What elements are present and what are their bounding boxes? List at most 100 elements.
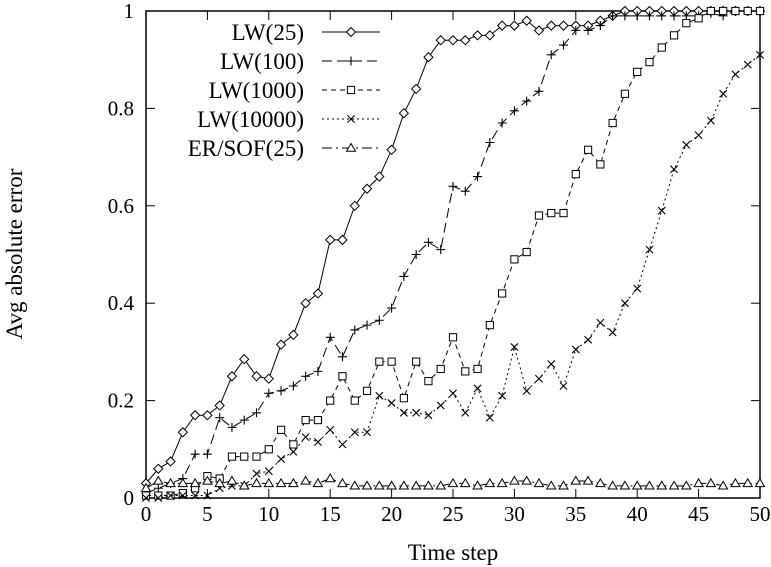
data-point (338, 372, 347, 381)
x-tick-label: 10 (258, 502, 279, 526)
data-point (693, 477, 704, 488)
data-point (472, 480, 483, 490)
data-point (263, 477, 275, 488)
data-point (448, 333, 458, 342)
data-point (178, 491, 187, 500)
data-point (153, 463, 164, 474)
data-point (743, 6, 752, 16)
data-point (410, 83, 422, 95)
data-point (374, 315, 384, 325)
data-point (153, 483, 163, 493)
data-point (337, 352, 347, 362)
series-line (145, 477, 760, 489)
data-point (644, 480, 655, 490)
data-point (178, 489, 187, 498)
data-point (754, 477, 766, 488)
data-point (214, 400, 225, 411)
data-point (571, 25, 581, 35)
x-tick-label: 15 (320, 502, 341, 526)
data-point (620, 11, 630, 21)
data-point (509, 20, 520, 31)
data-point (154, 494, 163, 502)
data-point (277, 455, 286, 464)
data-point (251, 477, 262, 488)
legend-label: LW(10000) (197, 107, 304, 132)
data-point (423, 480, 434, 490)
data-point (412, 408, 421, 417)
data-point (620, 299, 629, 308)
data-point (596, 318, 605, 327)
data-point (300, 475, 312, 485)
data-point (275, 339, 287, 350)
y-tick-label: 1 (124, 0, 135, 23)
data-point (521, 15, 532, 26)
data-point (582, 475, 594, 485)
data-point (498, 289, 507, 298)
data-point (287, 477, 299, 488)
data-point (608, 328, 617, 337)
data-point (449, 389, 457, 398)
data-point (324, 473, 336, 483)
data-point (361, 480, 373, 490)
data-point (312, 288, 324, 299)
data-point (411, 250, 421, 259)
data-point (436, 364, 445, 374)
data-point (375, 357, 384, 366)
data-point (496, 20, 508, 31)
data-point (680, 480, 692, 490)
data-point (755, 6, 765, 16)
data-point (349, 200, 360, 212)
data-point (559, 40, 569, 50)
data-point (312, 477, 324, 488)
data-point (289, 440, 298, 449)
data-point (571, 170, 580, 179)
data-point (645, 58, 654, 67)
x-tick-label: 45 (688, 502, 709, 526)
data-point (620, 89, 630, 98)
data-point (522, 96, 532, 106)
legend-label: LW(1000) (209, 78, 304, 103)
data-point (202, 475, 213, 485)
data-point (498, 391, 507, 400)
data-point (398, 108, 410, 119)
data-point (657, 43, 666, 52)
legend-label: LW(25) (232, 20, 304, 45)
data-point (435, 480, 447, 490)
data-point (682, 19, 691, 28)
data-point (361, 183, 373, 194)
x-tick-label: 30 (504, 502, 525, 526)
data-point (214, 477, 226, 488)
data-point (387, 303, 397, 313)
data-point (238, 480, 250, 490)
data-point (226, 371, 238, 382)
data-point (202, 449, 212, 459)
data-point (203, 491, 212, 500)
data-point (485, 137, 495, 147)
data-point (288, 329, 299, 341)
legend-marker (347, 115, 355, 123)
data-point (288, 381, 298, 391)
data-point (656, 480, 668, 490)
data-point (276, 425, 286, 434)
data-point (694, 14, 703, 23)
data-point (399, 394, 408, 403)
x-tick-label: 25 (443, 502, 464, 526)
data-point (717, 480, 729, 490)
data-point (375, 391, 384, 400)
data-point (301, 433, 310, 442)
data-point (595, 21, 605, 31)
data-point (633, 284, 642, 293)
data-point (350, 396, 359, 405)
axes: 0 5 10 15 20 25 30 35 40 45 50 0 0.2 0.4 0.6 0.8 1 (108, 0, 771, 526)
legend: LW(25) LW(100) LW(1000) LW(10000) ER/SOF(25) (188, 20, 380, 161)
data-point (473, 364, 482, 374)
data-point (461, 367, 470, 376)
data-point (594, 477, 606, 488)
x-tick-label: 40 (627, 502, 648, 526)
data-point (742, 477, 754, 488)
x-axis-title: Time step (408, 540, 499, 565)
x-tick-label: 5 (202, 502, 213, 526)
data-point (165, 477, 176, 488)
data-point (460, 35, 471, 46)
